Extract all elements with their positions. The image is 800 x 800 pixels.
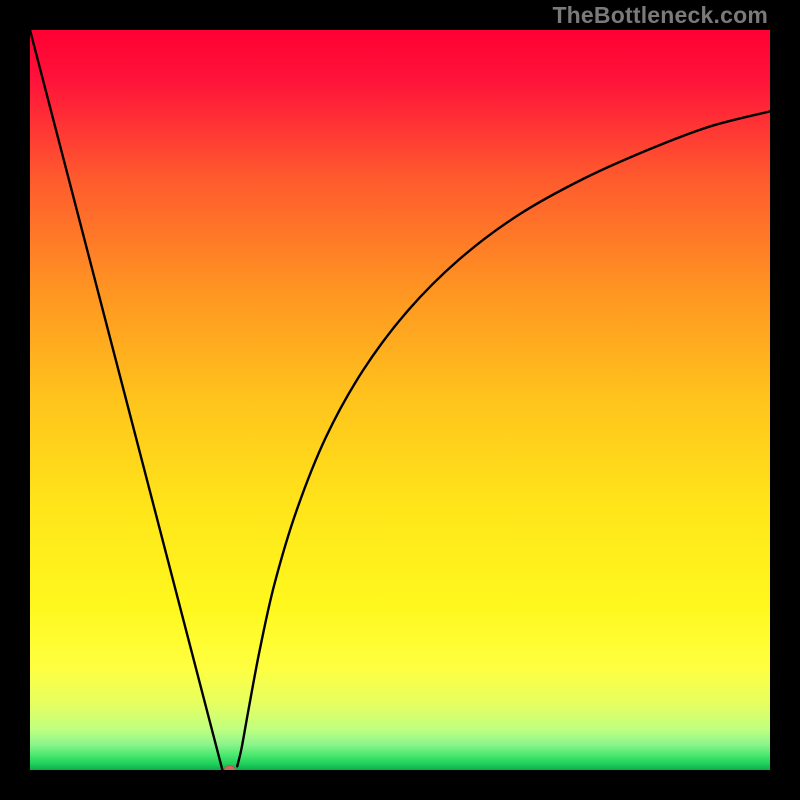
- marker-dot: [224, 766, 235, 771]
- figure-root: TheBottleneck.com: [0, 0, 800, 800]
- plot-area: [30, 30, 770, 770]
- watermark-text: TheBottleneck.com: [552, 2, 768, 29]
- curve-layer: [30, 30, 770, 770]
- curve-left-line: [30, 30, 222, 770]
- curve-right-path: [237, 111, 770, 766]
